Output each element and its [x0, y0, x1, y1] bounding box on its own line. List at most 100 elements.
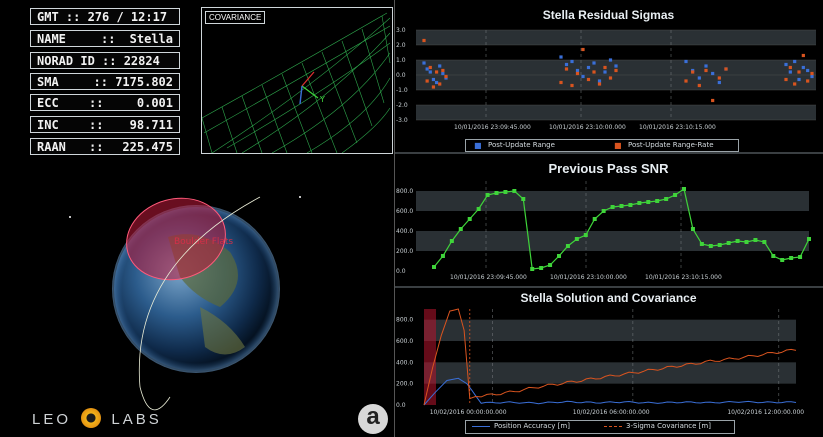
- grid-band: [424, 319, 796, 341]
- residual-point: [717, 80, 721, 85]
- snr-point: [476, 207, 481, 211]
- snr-point: [583, 233, 588, 237]
- residual-point: [431, 77, 436, 82]
- residual-point: [431, 85, 436, 89]
- hud-name: NAME:: Stella: [30, 30, 180, 47]
- residual-point: [592, 70, 596, 74]
- residual-point: [704, 68, 708, 73]
- hud-gmt: GMT :: 276 / 12:17: [30, 8, 180, 25]
- snr-point: [744, 240, 749, 244]
- residual-point: [434, 80, 439, 85]
- y-tick-label: 800.0: [396, 317, 413, 324]
- residual-point: [614, 64, 618, 68]
- snr-point: [798, 255, 803, 259]
- hud-raan: RAAN:: 225.475: [30, 138, 180, 155]
- residual-point: [810, 74, 814, 79]
- snr-chart-title: Previous Pass SNR: [548, 161, 669, 176]
- residual-point: [784, 77, 788, 82]
- snr-point: [440, 254, 445, 258]
- snr-point: [682, 187, 686, 191]
- residual-point: [422, 38, 426, 43]
- residual-point: [441, 71, 445, 76]
- snr-point: [664, 197, 669, 201]
- residual-point: [570, 59, 574, 64]
- brand-logo: LEO LABS: [32, 408, 162, 428]
- snr-point: [619, 204, 624, 208]
- x-tick-label: 10/01/2016 23:10:00.000: [549, 124, 626, 131]
- snr-point: [432, 265, 436, 269]
- orbit-track: [138, 196, 261, 411]
- residual-chart-title: Stella Residual Sigmas: [542, 8, 675, 22]
- hud-sma: SMA:: 7175.802: [30, 73, 180, 90]
- legend-range-dot-icon: ■: [474, 141, 482, 150]
- residual-point: [793, 82, 797, 86]
- residual-point: [592, 61, 596, 65]
- residual-point: [806, 68, 810, 73]
- y-tick-label: 0.0: [396, 402, 406, 409]
- snr-point: [539, 266, 544, 270]
- residual-point: [697, 76, 701, 80]
- legend-rangerate-dot-icon: ■: [614, 141, 622, 150]
- residual-point: [434, 70, 439, 74]
- snr-point: [753, 238, 758, 242]
- covariance-panel: COVARIANCE Y: [201, 7, 393, 154]
- snr-point: [467, 217, 472, 221]
- axis-x: [301, 71, 315, 87]
- solution-chart: 800.0 600.0 400.0 200.0 0.0 10/02/2016 00:00:…: [396, 308, 804, 416]
- residual-point: [422, 61, 426, 65]
- analytics-mark-icon: a: [358, 404, 388, 434]
- residual-point: [564, 67, 569, 71]
- grid-band: [416, 30, 816, 45]
- residual-point: [603, 70, 607, 74]
- x-tick-label: 10/01/2016 23:09:45.000: [454, 124, 531, 131]
- residual-point: [697, 83, 701, 88]
- residual-point: [559, 55, 563, 59]
- snr-point: [530, 267, 535, 271]
- residual-point: [586, 77, 591, 82]
- residual-point: [704, 64, 708, 68]
- residual-point: [614, 68, 618, 73]
- snr-point: [521, 197, 526, 201]
- y-tick-label: -2.0: [396, 102, 408, 109]
- y-tick-label: -3.0: [396, 117, 408, 124]
- legend-accuracy-line-icon: [472, 426, 490, 427]
- residual-point: [797, 77, 801, 82]
- residual-point: [438, 82, 442, 86]
- x-tick-label: 10/01/2016 23:10:15.000: [645, 274, 722, 281]
- residual-point: [597, 82, 602, 86]
- covariance-wireframe: Y: [202, 12, 391, 153]
- residual-point: [711, 71, 715, 76]
- snr-point: [628, 203, 633, 207]
- snr-point: [726, 241, 731, 245]
- snr-point: [449, 239, 454, 243]
- x-tick-label: 10/01/2016 23:09:45.000: [450, 274, 527, 281]
- residual-point: [603, 65, 607, 70]
- residual-point: [684, 59, 688, 64]
- snr-point: [592, 217, 597, 221]
- residual-point: [586, 65, 591, 70]
- residual-point: [691, 70, 695, 74]
- position-accuracy-line: [423, 377, 797, 406]
- residual-point: [806, 79, 810, 83]
- x-tick-label: 10/02/2016 00:00:00.000: [430, 409, 507, 416]
- residual-point: [425, 79, 429, 83]
- snr-point: [610, 205, 615, 209]
- snr-point: [717, 243, 722, 247]
- residual-point: [444, 74, 448, 79]
- y-tick-label: 400.0: [396, 359, 413, 366]
- residual-legend: ■ Post-Update Range ■ Post-Update Range-…: [465, 139, 739, 152]
- residual-point: [788, 65, 792, 70]
- y-tick-label: 1.0: [396, 57, 406, 64]
- snr-point: [485, 193, 490, 197]
- snr-point: [708, 244, 713, 248]
- x-tick-label: 10/01/2016 23:10:00.000: [550, 274, 627, 281]
- region-label: Boulder Flats: [174, 237, 233, 247]
- residual-point: [684, 79, 688, 83]
- snr-point: [601, 209, 606, 213]
- residual-point: [711, 98, 715, 103]
- snr-point: [574, 237, 579, 241]
- snr-point: [807, 237, 811, 241]
- residual-point: [428, 70, 432, 74]
- y-tick-label: 200.0: [396, 381, 413, 388]
- covariance-line: [423, 308, 797, 406]
